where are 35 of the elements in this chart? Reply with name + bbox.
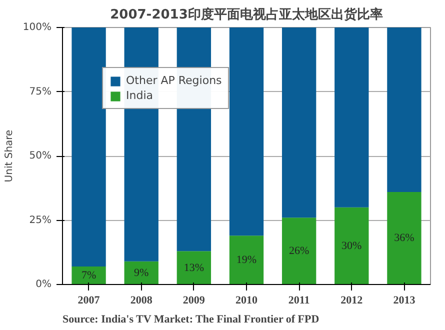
bar	[72, 266, 106, 284]
x-tick-label: 2009	[182, 294, 206, 306]
y-tick-label: 50%	[29, 150, 52, 162]
y-tick-label: 75%	[29, 86, 52, 98]
x-tick-label: 2011	[288, 294, 310, 306]
legend-label: Other AP Regions	[126, 74, 222, 87]
x-tick-label: 2012	[340, 294, 364, 306]
bar	[282, 28, 316, 218]
bar	[229, 236, 264, 284]
y-tick-label: 100%	[22, 22, 52, 33]
y-tick-label: 0%	[36, 279, 52, 290]
data-label: 26%	[288, 245, 310, 258]
bar	[72, 28, 106, 267]
data-label: 7%	[81, 270, 96, 282]
x-tick-label: 2013	[393, 294, 416, 306]
data-label: 13%	[184, 262, 204, 274]
x-tick-label: 2008	[130, 294, 153, 306]
x-tick-label: 2010	[236, 294, 258, 306]
bar	[387, 28, 422, 192]
bar	[387, 192, 422, 284]
x-tick-label: 2007	[78, 294, 100, 306]
bar	[176, 251, 212, 284]
bar	[334, 28, 369, 208]
y-axis-title: Unit Share	[4, 130, 15, 182]
legend-label: India	[126, 89, 153, 102]
chart-title: 2007-2013印度平面电视占亚太地区出货比率	[110, 6, 383, 22]
bar	[229, 28, 264, 236]
data-label: 9%	[134, 266, 149, 279]
data-label: 19%	[236, 254, 257, 266]
bar	[282, 218, 316, 284]
y-tick-label: 25%	[29, 214, 52, 226]
source-note: Source: India's TV Market: The Final Frontier of FPD	[62, 314, 320, 326]
data-label: 30%	[342, 240, 362, 252]
data-label: 36%	[394, 232, 414, 244]
bar	[334, 207, 369, 284]
